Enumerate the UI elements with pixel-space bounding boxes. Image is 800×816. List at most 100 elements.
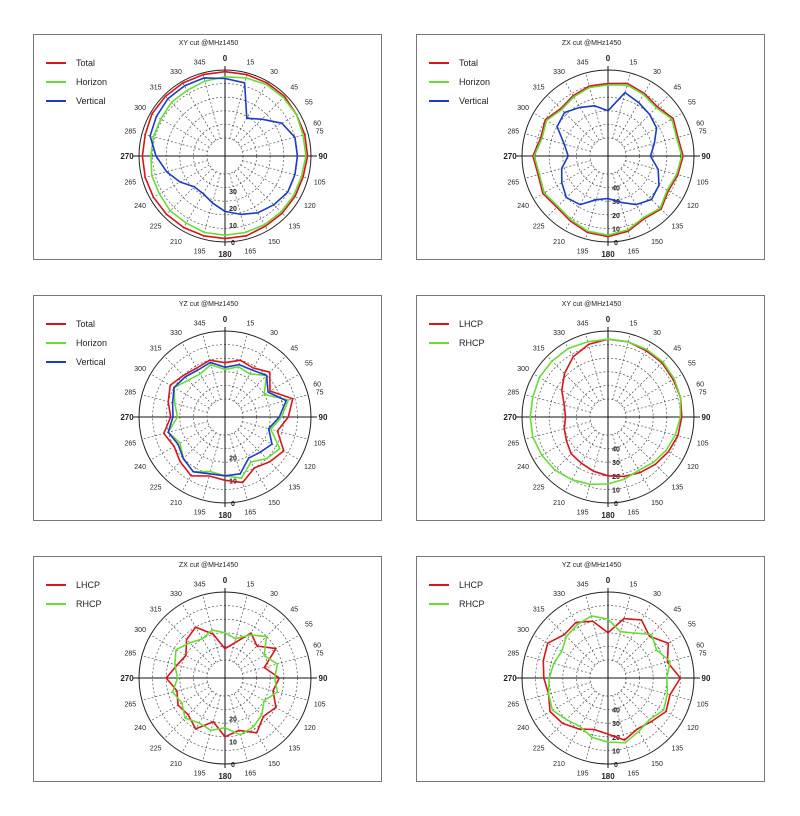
radial-label: 10 <box>612 487 620 494</box>
grid-spoke <box>564 432 600 492</box>
angle-label: 225 <box>533 223 545 230</box>
grid-spoke <box>202 594 221 661</box>
angle-label: 330 <box>553 330 565 337</box>
grid-spoke <box>623 164 683 200</box>
series-line-lhcp <box>165 626 281 738</box>
grid-spoke <box>585 695 604 762</box>
angle-label: 265 <box>124 701 136 708</box>
angle-label: 300 <box>517 105 529 112</box>
angle-label: 30 <box>270 591 278 598</box>
angle-label: 265 <box>507 440 519 447</box>
angle-label: 60 <box>696 120 704 127</box>
legend-label: LHCP <box>459 318 484 329</box>
angle-label: 75 <box>316 651 324 658</box>
angle-label: 120 <box>687 464 699 471</box>
grid-spoke <box>181 81 217 141</box>
legend-label: Horizon <box>459 76 491 87</box>
legend-label: Vertical <box>76 356 106 367</box>
angle-label: 90 <box>319 674 328 683</box>
polar-chart: YZ cut @MHz1450 0 15 30 45 55 60 75 90 105 120 135 1… <box>120 301 328 520</box>
legend-item: Total <box>429 53 490 72</box>
polar-chart: YZ cut @MHz1450 0 15 30 45 55 60 75 90 105 120 135 1… <box>503 562 711 781</box>
radial-label: 30 <box>612 199 620 206</box>
angle-label: 105 <box>697 179 709 186</box>
legend-swatch <box>46 99 66 102</box>
angle-label: 270 <box>120 152 134 161</box>
grid-spoke <box>546 616 596 666</box>
radial-label: 10 <box>612 226 620 233</box>
angle-label: 195 <box>194 771 206 778</box>
angle-label: 105 <box>697 440 709 447</box>
grid-spoke <box>564 693 600 753</box>
angle-label: 135 <box>288 223 300 230</box>
chart-title: ZX cut @MHz1450 <box>179 562 238 569</box>
angle-label: 300 <box>134 366 146 373</box>
legend-swatch <box>46 360 66 363</box>
chart-title: ZX cut @MHz1450 <box>562 40 621 47</box>
grid-spoke <box>141 160 208 179</box>
grid-spoke <box>546 355 596 405</box>
chart-title: XY cut @MHz1450 <box>562 301 622 308</box>
angle-label: 285 <box>124 651 136 658</box>
angle-label: 105 <box>314 440 326 447</box>
legend-swatch <box>46 341 66 344</box>
angle-label: 55 <box>305 622 313 629</box>
angle-label: 180 <box>218 511 232 520</box>
radial-label: 20 <box>612 213 620 220</box>
radial-label: 0 <box>231 240 235 247</box>
angle-label: 55 <box>688 100 696 107</box>
grid-spoke <box>240 634 300 670</box>
angle-label: 330 <box>170 591 182 598</box>
angle-label: 345 <box>194 320 206 327</box>
legend-item: Total <box>46 314 107 333</box>
angle-label: 180 <box>601 511 615 520</box>
angle-label: 150 <box>651 500 663 507</box>
panel-xy-cut-2: LHCP RHCP XY cut @MHz1450 0 15 30 45 55 60 75 90 1… <box>416 295 765 521</box>
angle-label: 75 <box>699 129 707 136</box>
angle-label: 345 <box>577 581 589 588</box>
radial-label: 10 <box>612 748 620 755</box>
angle-label: 195 <box>577 249 589 256</box>
series-line-rhcp <box>171 629 279 736</box>
angle-label: 180 <box>601 772 615 781</box>
grid-spoke <box>612 173 631 240</box>
angle-label: 330 <box>170 330 182 337</box>
radial-label: 0 <box>231 762 235 769</box>
angle-label: 330 <box>553 69 565 76</box>
series-line-lhcp <box>542 617 682 741</box>
series-line-horizon <box>150 76 307 236</box>
grid-spoke <box>546 94 596 144</box>
grid-spoke <box>237 168 287 218</box>
grid-spoke <box>242 655 309 674</box>
grid-spoke <box>625 421 692 440</box>
angle-label: 0 <box>223 576 228 585</box>
radial-label: 0 <box>614 240 618 247</box>
angle-label: 265 <box>507 179 519 186</box>
angle-label: 265 <box>124 440 136 447</box>
polar-grid <box>133 588 317 768</box>
radial-label: 40 <box>612 186 620 193</box>
angle-label: 180 <box>218 772 232 781</box>
angle-label: 210 <box>553 500 565 507</box>
grid-spoke <box>233 171 269 231</box>
angle-label: 210 <box>553 239 565 246</box>
legend-item: Horizon <box>46 333 107 352</box>
angle-label: 60 <box>313 120 321 127</box>
radial-label: 40 <box>612 708 620 715</box>
angle-label: 135 <box>671 745 683 752</box>
grid-spoke <box>237 94 287 144</box>
grid-spoke <box>240 112 300 148</box>
angle-label: 225 <box>533 484 545 491</box>
legend-item: Horizon <box>429 72 490 91</box>
legend-swatch <box>429 341 449 344</box>
radial-label: 20 <box>229 206 237 213</box>
angle-label: 240 <box>134 725 146 732</box>
angle-label: 315 <box>533 85 545 92</box>
angle-label: 265 <box>124 179 136 186</box>
radial-label: 0 <box>614 762 618 769</box>
grid-spoke <box>585 434 604 501</box>
legend-label: Vertical <box>76 95 106 106</box>
legend-label: Total <box>76 57 96 68</box>
angle-label: 150 <box>268 500 280 507</box>
angle-label: 165 <box>628 510 640 517</box>
